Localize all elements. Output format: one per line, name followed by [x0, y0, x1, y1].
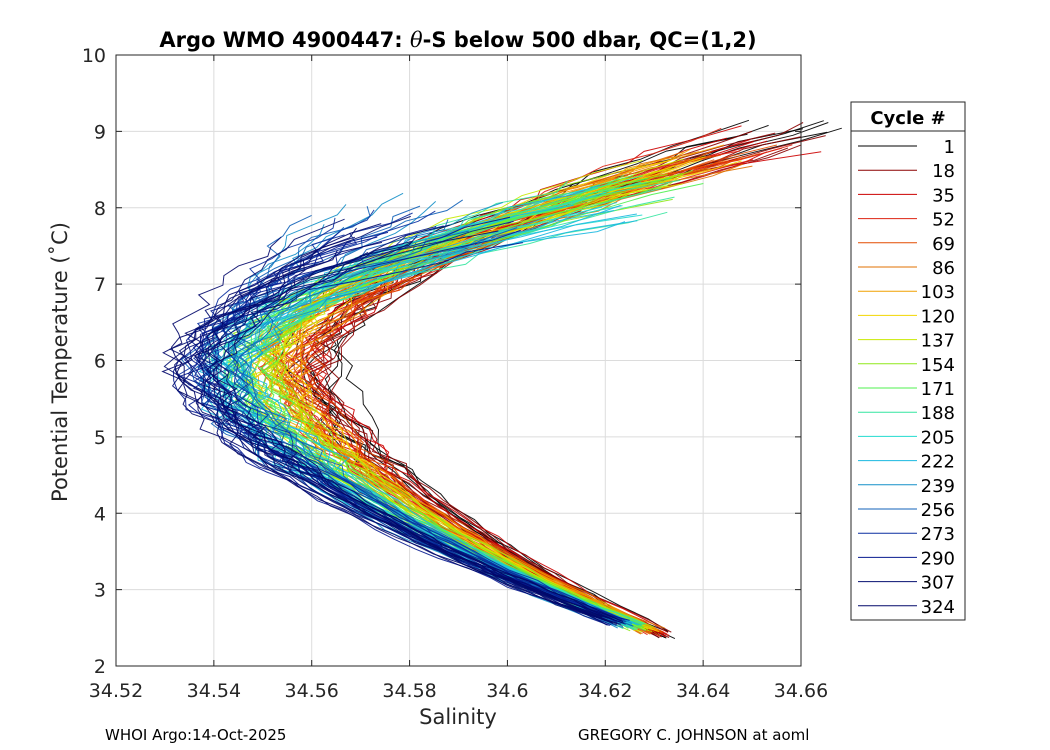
y-tick-label: 10	[82, 45, 106, 67]
x-tick-label: 34.66	[774, 680, 828, 702]
legend-label: 154	[921, 355, 955, 376]
legend-label: 137	[921, 331, 955, 352]
profile-line	[204, 250, 618, 620]
profile-line	[245, 177, 672, 629]
profile-line	[178, 241, 610, 626]
y-tick-label: 6	[94, 351, 106, 373]
legend-label: 52	[932, 210, 955, 231]
legend-label: 205	[921, 427, 955, 448]
legend-label: 86	[932, 258, 955, 279]
y-tick-label: 8	[94, 198, 106, 220]
legend-label: 103	[921, 282, 955, 303]
x-tick-label: 34.6	[486, 680, 528, 702]
footer-left: WHOI Argo:14-Oct-2025	[105, 726, 286, 744]
y-tick-label: 2	[94, 656, 106, 678]
x-tick-label: 34.62	[578, 680, 632, 702]
x-tick-label: 34.56	[285, 680, 339, 702]
profile-line	[161, 236, 607, 622]
legend-label: 324	[921, 597, 955, 618]
profile-line	[228, 209, 623, 621]
legend-label: 35	[932, 185, 955, 206]
legend-label: 290	[921, 548, 955, 569]
legend-label: 222	[921, 452, 955, 473]
footer-right: GREGORY C. JOHNSON at aoml	[578, 726, 809, 744]
profile-line	[311, 147, 789, 635]
x-tick-label: 34.54	[187, 680, 241, 702]
y-tick-label: 4	[94, 503, 106, 525]
profile-line	[163, 230, 609, 619]
legend-label: 69	[932, 234, 955, 255]
y-axis-label: Potential Temperature (˚C)	[48, 222, 72, 502]
legend-label: 1	[944, 137, 955, 158]
x-axis-label: Salinity	[419, 705, 497, 729]
legend-label: 120	[921, 306, 955, 327]
legend-title: Cycle #	[870, 108, 945, 129]
profile-line	[183, 216, 626, 625]
y-tick-label: 3	[94, 580, 106, 602]
profile-line	[198, 220, 623, 620]
legend-label: 273	[921, 524, 955, 545]
legend-label: 18	[932, 161, 955, 182]
x-tick-label: 34.58	[382, 680, 436, 702]
y-tick-label: 7	[94, 274, 106, 296]
profile-line	[162, 236, 624, 624]
profile-line	[201, 251, 612, 623]
profile-line	[220, 206, 619, 623]
profile-line	[212, 235, 615, 621]
legend-label: 171	[921, 379, 955, 400]
chart-title: Argo WMO 4900447: θ-S below 500 dbar, QC…	[159, 28, 756, 52]
legend-label: 256	[921, 500, 955, 521]
x-ticks: 34.52 34.54 34.56 34.58 34.6 34.62 34.64 34.66	[89, 55, 828, 702]
y-tick-label: 5	[94, 427, 106, 449]
x-tick-label: 34.64	[676, 680, 730, 702]
profile-line	[205, 223, 603, 618]
legend: Cycle # 1 18 35 52 69 86 103 120 137 154 171 188 205…	[850, 101, 966, 621]
legend-label: 188	[921, 403, 955, 424]
legend-label: 239	[921, 476, 955, 497]
legend-label: 307	[921, 573, 955, 594]
y-tick-label: 9	[94, 121, 106, 143]
profiles	[161, 119, 842, 640]
y-ticks: 2 3 4 5 6 7 8 9 10	[82, 45, 801, 678]
profile-line	[170, 241, 614, 624]
profile-line	[314, 119, 750, 639]
x-tick-label: 34.52	[89, 680, 143, 702]
